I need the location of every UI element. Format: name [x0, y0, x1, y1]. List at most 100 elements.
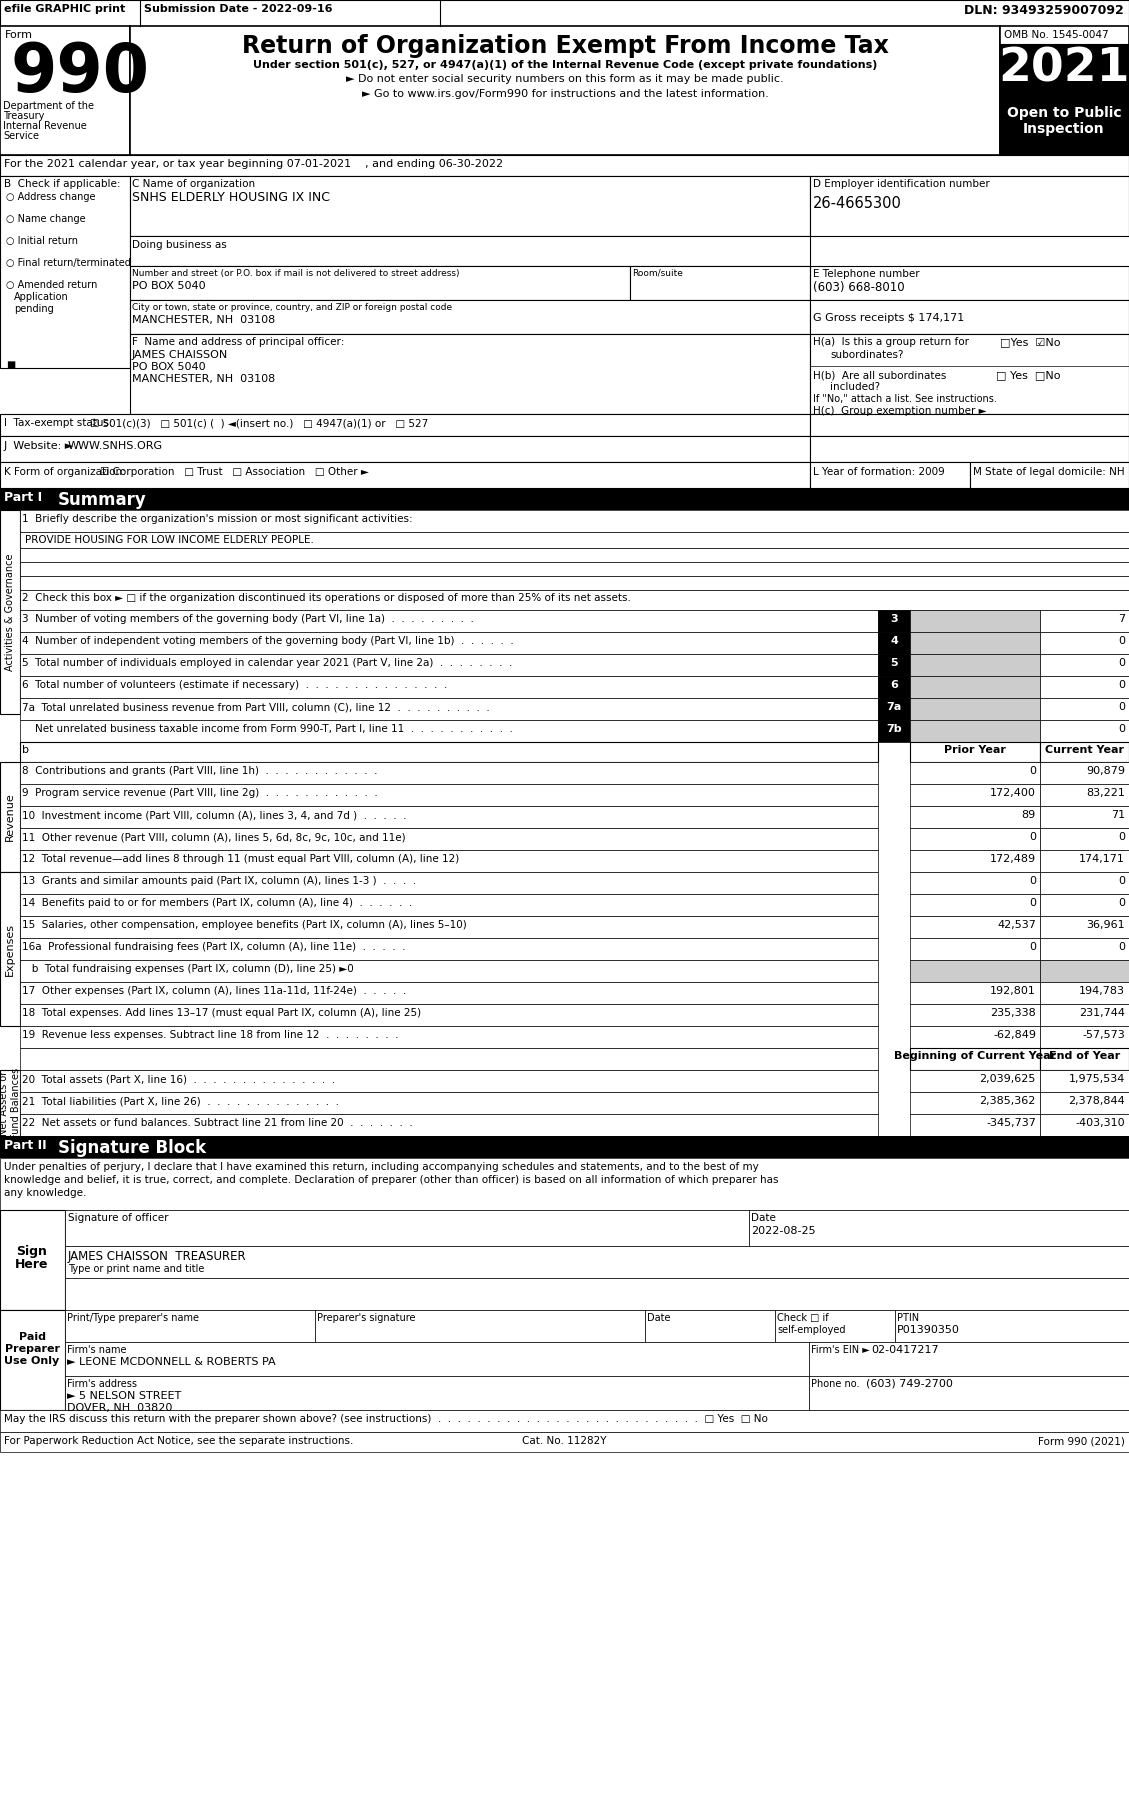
Text: 12  Total revenue—add lines 8 through 11 (must equal Part VIII, column (A), line: 12 Total revenue—add lines 8 through 11 …: [21, 854, 460, 863]
Text: -57,573: -57,573: [1083, 1030, 1124, 1039]
Text: B  Check if applicable:: B Check if applicable:: [5, 180, 121, 189]
Bar: [910, 1070, 1040, 1092]
Text: H(c)  Group exemption number ►: H(c) Group exemption number ►: [813, 406, 987, 415]
Text: Internal Revenue: Internal Revenue: [3, 122, 87, 131]
Bar: [1040, 916, 1129, 938]
Text: Use Only: Use Only: [5, 1357, 60, 1366]
Bar: [0, 1157, 1129, 1210]
Bar: [0, 1210, 65, 1310]
Text: 194,783: 194,783: [1079, 987, 1124, 996]
Text: Date: Date: [647, 1313, 671, 1322]
Bar: [970, 463, 1129, 488]
Bar: [20, 548, 1129, 562]
Text: 0: 0: [1029, 833, 1036, 842]
Bar: [0, 463, 809, 488]
Text: ☑ Corporation   □ Trust   □ Association   □ Other ►: ☑ Corporation □ Trust □ Association □ Ot…: [100, 466, 369, 477]
Bar: [1040, 1070, 1129, 1092]
Text: PO BOX 5040: PO BOX 5040: [132, 281, 205, 290]
Bar: [20, 805, 878, 827]
Text: 3  Number of voting members of the governing body (Part VI, line 1a)  .  .  .  .: 3 Number of voting members of the govern…: [21, 613, 474, 624]
Bar: [895, 1310, 1129, 1342]
Bar: [910, 960, 1040, 981]
Text: K Form of organization:: K Form of organization:: [5, 466, 125, 477]
Text: 11  Other revenue (Part VIII, column (A), lines 5, 6d, 8c, 9c, 10c, and 11e): 11 Other revenue (Part VIII, column (A),…: [21, 833, 405, 842]
Bar: [1040, 805, 1129, 827]
Bar: [1040, 981, 1129, 1003]
Bar: [878, 677, 910, 698]
Text: 6: 6: [890, 680, 898, 689]
Text: 90,879: 90,879: [1086, 766, 1124, 776]
Bar: [1040, 677, 1129, 698]
Bar: [130, 236, 809, 267]
Bar: [910, 762, 1040, 784]
Text: □ Yes  □No: □ Yes □No: [996, 370, 1060, 379]
Bar: [878, 655, 910, 677]
Text: Net Assets or
Fund Balances: Net Assets or Fund Balances: [0, 1067, 20, 1139]
Bar: [0, 25, 130, 154]
Text: 21  Total liabilities (Part X, line 26)  .  .  .  .  .  .  .  .  .  .  .  .  .  : 21 Total liabilities (Part X, line 26) .…: [21, 1096, 339, 1107]
Text: ► LEONE MCDONNELL & ROBERTS PA: ► LEONE MCDONNELL & ROBERTS PA: [67, 1357, 275, 1368]
Text: Part II: Part II: [5, 1139, 46, 1152]
Text: 7a  Total unrelated business revenue from Part VIII, column (C), line 12  .  .  : 7a Total unrelated business revenue from…: [21, 702, 490, 713]
Text: 4: 4: [890, 637, 898, 646]
Bar: [809, 176, 1129, 236]
Text: (603) 749-2700: (603) 749-2700: [866, 1379, 953, 1390]
Bar: [1040, 1114, 1129, 1136]
Text: ► Do not enter social security numbers on this form as it may be made public.: ► Do not enter social security numbers o…: [347, 74, 784, 83]
Bar: [20, 1114, 878, 1136]
Bar: [20, 562, 1129, 577]
Text: SNHS ELDERLY HOUSING IX INC: SNHS ELDERLY HOUSING IX INC: [132, 190, 330, 203]
Text: Doing business as: Doing business as: [132, 239, 227, 250]
Text: 6  Total number of volunteers (estimate if necessary)  .  .  .  .  .  .  .  .  .: 6 Total number of volunteers (estimate i…: [21, 680, 447, 689]
Text: 18  Total expenses. Add lines 13–17 (must equal Part IX, column (A), line 25): 18 Total expenses. Add lines 13–17 (must…: [21, 1009, 421, 1018]
Text: Firm's address: Firm's address: [67, 1379, 137, 1390]
Text: Open to Public
Inspection: Open to Public Inspection: [1007, 105, 1121, 136]
Text: 14  Benefits paid to or for members (Part IX, column (A), line 4)  .  .  .  .  .: 14 Benefits paid to or for members (Part…: [21, 898, 412, 909]
Bar: [0, 414, 809, 435]
Text: 990: 990: [10, 40, 149, 105]
Text: Form: Form: [5, 31, 33, 40]
Text: Expenses: Expenses: [5, 923, 15, 976]
Bar: [130, 267, 630, 299]
Bar: [910, 873, 1040, 894]
Text: -62,849: -62,849: [994, 1030, 1036, 1039]
Text: Submission Date - 2022-09-16: Submission Date - 2022-09-16: [145, 4, 333, 15]
Text: efile GRAPHIC print: efile GRAPHIC print: [5, 4, 125, 15]
Text: Department of the: Department of the: [3, 102, 94, 111]
Text: End of Year: End of Year: [1049, 1050, 1120, 1061]
Text: 2,385,362: 2,385,362: [980, 1096, 1036, 1107]
Text: JAMES CHAISSON  TREASURER: JAMES CHAISSON TREASURER: [68, 1250, 246, 1263]
Text: 83,221: 83,221: [1086, 787, 1124, 798]
Text: 174,171: 174,171: [1079, 854, 1124, 863]
Text: Here: Here: [16, 1257, 49, 1272]
Bar: [1040, 827, 1129, 851]
Text: ○ Address change: ○ Address change: [6, 192, 96, 201]
Bar: [1040, 698, 1129, 720]
Bar: [1040, 1027, 1129, 1048]
Bar: [1000, 25, 1129, 154]
Bar: [1000, 44, 1129, 98]
Bar: [20, 510, 1129, 532]
Bar: [1040, 1048, 1129, 1070]
Text: 20  Total assets (Part X, line 16)  .  .  .  .  .  .  .  .  .  .  .  .  .  .  .: 20 Total assets (Part X, line 16) . . . …: [21, 1074, 335, 1085]
Bar: [20, 1003, 878, 1027]
Text: G Gross receipts $ 174,171: G Gross receipts $ 174,171: [813, 314, 964, 323]
Text: C Name of organization: C Name of organization: [132, 180, 255, 189]
Text: 2021: 2021: [998, 45, 1129, 91]
Bar: [1040, 720, 1129, 742]
Text: H(a)  Is this a group return for: H(a) Is this a group return for: [813, 337, 969, 346]
Text: ○ Initial return: ○ Initial return: [6, 236, 78, 247]
Text: If "No," attach a list. See instructions.: If "No," attach a list. See instructions…: [813, 394, 997, 405]
Bar: [809, 414, 1129, 435]
Text: 71: 71: [1111, 811, 1124, 820]
Text: 0: 0: [1118, 702, 1124, 713]
Bar: [20, 1048, 878, 1070]
Bar: [910, 1092, 1040, 1114]
Text: 26-4665300: 26-4665300: [813, 196, 902, 210]
Bar: [0, 0, 1129, 25]
Bar: [809, 334, 1129, 414]
Bar: [0, 176, 130, 368]
Bar: [20, 762, 878, 784]
Text: Prior Year: Prior Year: [944, 746, 1006, 755]
Bar: [130, 176, 809, 236]
